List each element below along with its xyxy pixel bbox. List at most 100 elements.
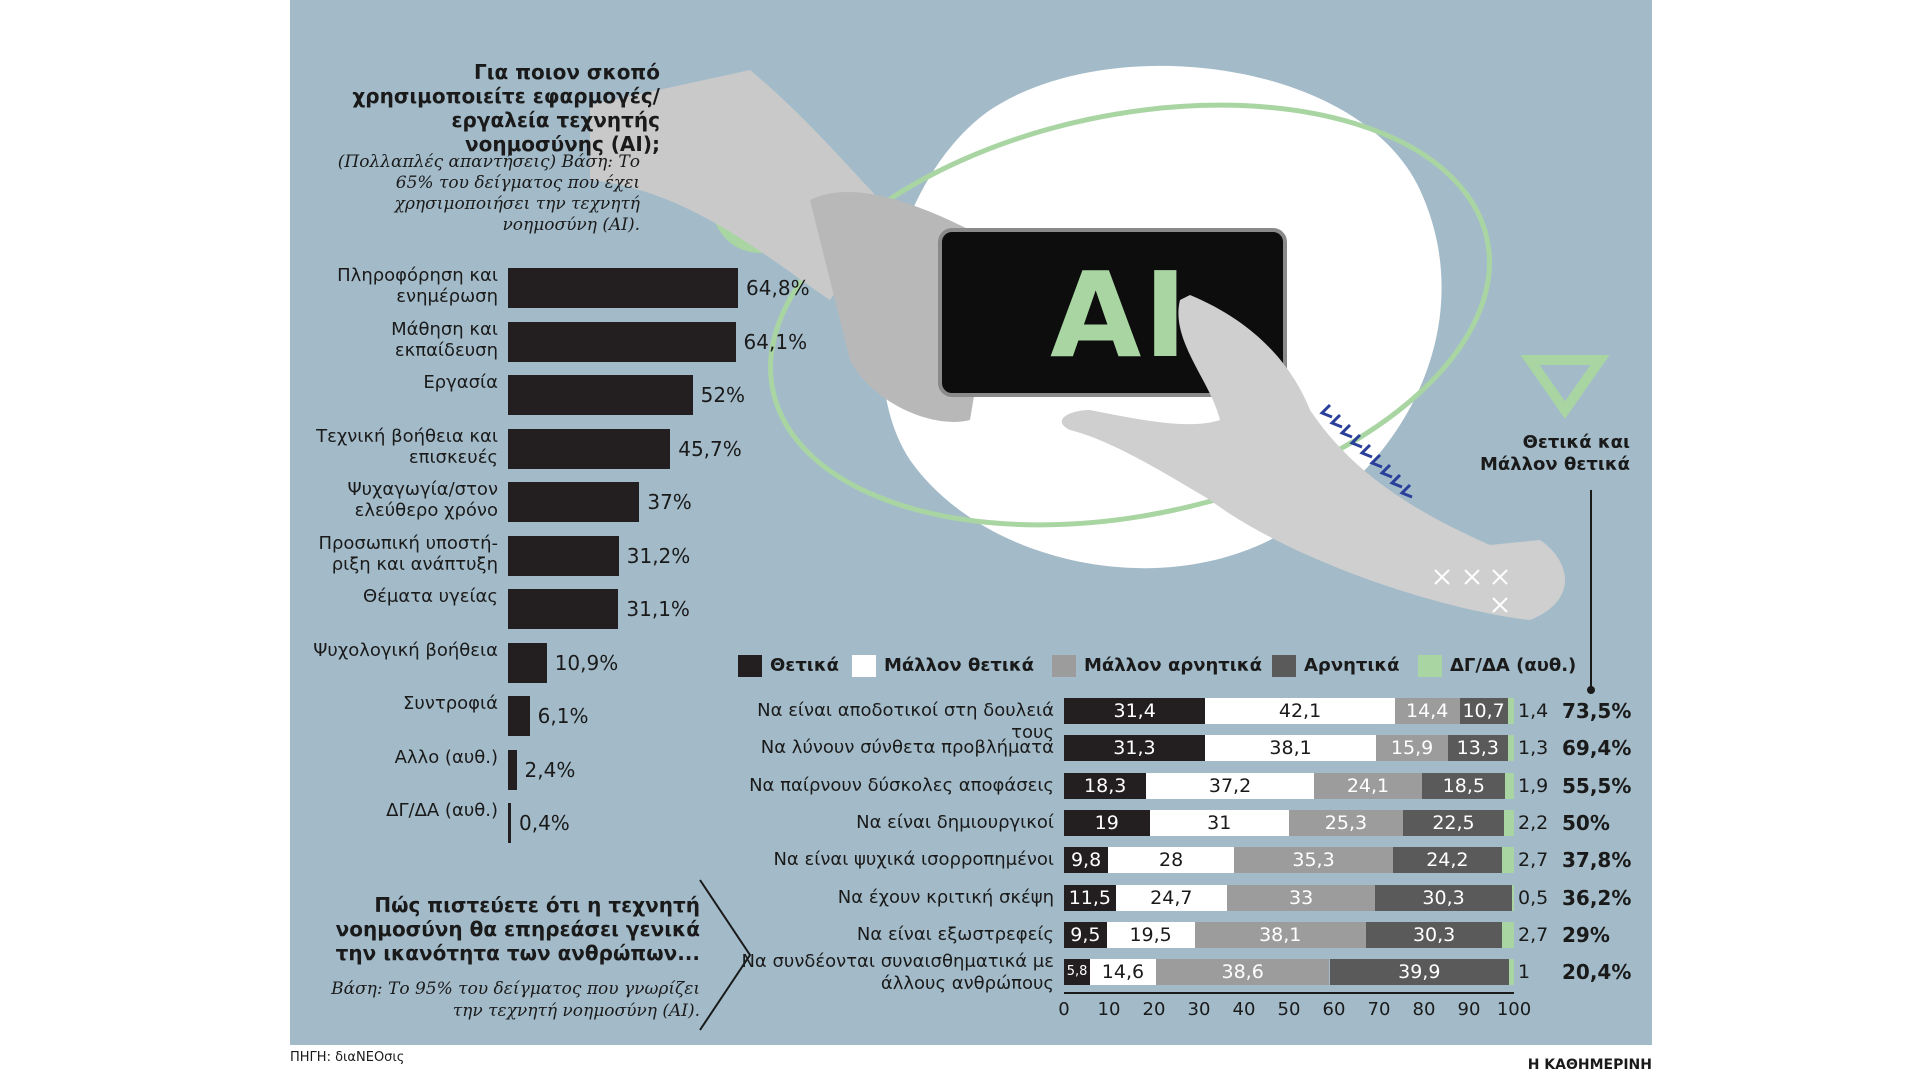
usage-bar-label: Μάθηση και εκπαίδευση xyxy=(391,318,498,361)
usage-bar xyxy=(508,696,530,736)
stacked-segment xyxy=(1459,698,1508,724)
stacked-segment xyxy=(1313,772,1423,799)
segment-value-label: 19 xyxy=(1094,811,1119,834)
impact-chart-note: Βάση: Το 95% του δείγματος που γνωρίζει … xyxy=(331,979,700,1021)
legend-swatch xyxy=(1272,655,1296,677)
legend-label: Μάλλον αρνητικά xyxy=(1084,655,1262,676)
legend-item: Αρνητικά xyxy=(1272,655,1400,677)
usage-chart-title: Για ποιον σκοπό χρησιμοποιείτε εφαρμογές… xyxy=(352,60,660,156)
legend-label: Αρνητικά xyxy=(1304,655,1400,676)
segment-value-label: 22,5 xyxy=(1432,811,1475,834)
usage-bar xyxy=(508,375,693,415)
legend-swatch xyxy=(1052,655,1076,677)
statement-label: Να είναι εξωστρεφείς xyxy=(856,923,1054,945)
statement-label: Να είναι δημιουργικοί xyxy=(856,811,1054,833)
usage-bar-label: Προσωπική υποστή- ριξη και ανάπτυξη xyxy=(318,532,498,575)
segment-value-label: 31 xyxy=(1207,811,1232,834)
usage-bar xyxy=(508,589,619,629)
usage-bar-value: 6,1% xyxy=(537,704,589,728)
stacked-segment xyxy=(1376,735,1448,762)
stacked-segment xyxy=(1329,959,1510,986)
segment-value-label: 18,5 xyxy=(1442,774,1485,797)
segment-value-label: 42,1 xyxy=(1278,700,1322,722)
usage-bar-value: 64,8% xyxy=(746,276,810,300)
usage-bar-value: 31,1% xyxy=(626,597,690,621)
stacked-segment xyxy=(1108,847,1235,874)
stacked-segment xyxy=(1064,809,1150,836)
green-triangle-icon xyxy=(1520,355,1610,419)
statement-label: Να έχουν κριτική σκέψη xyxy=(837,886,1054,908)
usage-bar xyxy=(508,749,517,790)
legend-item: Θετικά xyxy=(738,655,839,677)
green-ring xyxy=(768,102,1492,528)
statement-label: Να λύνουν σύνθετα προβλήματα xyxy=(760,737,1054,759)
stacked-segment xyxy=(1365,921,1503,948)
x-axis-tick-label: 30 xyxy=(1187,999,1211,1021)
chevron-marks xyxy=(1319,403,1413,499)
source-note: ΠΗΓΗ: διαΝΕΟσις xyxy=(290,1050,405,1065)
segment-value-label: 35,3 xyxy=(1292,849,1335,872)
usage-bar-label: Ψυχολογική βοήθεια xyxy=(313,639,498,661)
segment-value-label: 30,3 xyxy=(1422,886,1465,909)
legend-label: Θετικά xyxy=(770,655,839,676)
segment-value-label: 31,4 xyxy=(1113,700,1156,722)
usage-bar-label: Συντροφιά xyxy=(403,693,498,714)
segment-value-label: 24,2 xyxy=(1426,849,1469,872)
infographic-panel: AI Για ποιον σκοπό χρησιμοποιείτε εφαρμο… xyxy=(290,0,1652,1045)
segment-value-label: 38,6 xyxy=(1221,961,1264,984)
dk-na-value-label: 1 xyxy=(1518,961,1531,984)
statement-label: Να παίρνουν δύσκολες αποφάσεις xyxy=(749,774,1054,796)
positive-total-value: 55,5% xyxy=(1562,773,1632,798)
x-axis-tick-label: 20 xyxy=(1142,999,1166,1021)
usage-bar-label: Αλλο (αυθ.) xyxy=(394,746,498,768)
stacked-segment xyxy=(1501,847,1514,874)
positive-total-value: 29% xyxy=(1562,922,1610,947)
segment-value-label: 25,3 xyxy=(1324,811,1368,834)
segment-value-label: 37,2 xyxy=(1208,774,1252,797)
legend-item: Μάλλον θετικά xyxy=(852,655,1034,677)
stacked-segment xyxy=(1234,847,1393,874)
usage-bar-label: Εργασία xyxy=(423,372,498,393)
stacked-segment xyxy=(1064,735,1205,762)
usage-chart-note: (Πολλαπλές απαντήσεις) Βάση: Το 65% του … xyxy=(337,152,640,235)
stacked-segment xyxy=(1106,921,1195,948)
stacked-segment xyxy=(1146,772,1314,799)
positive-total-value: 37,8% xyxy=(1562,848,1632,873)
stacked-segment xyxy=(1509,959,1514,986)
usage-bar-label: Θέματα υγείας xyxy=(363,586,498,607)
segment-value-label: 31,3 xyxy=(1113,737,1156,760)
stacked-segment xyxy=(1402,809,1505,836)
usage-bar-value: 31,2% xyxy=(626,543,691,568)
x-axis-tick-label: 70 xyxy=(1367,999,1391,1021)
dk-na-value-label: 2,7 xyxy=(1518,923,1549,946)
positive-total-value: 36,2% xyxy=(1562,885,1632,910)
usage-bar-value: 0,4% xyxy=(519,811,570,835)
positive-total-value: 69,4% xyxy=(1562,736,1632,761)
positive-total-value: 20,4% xyxy=(1562,960,1632,985)
x-axis-tick-label: 40 xyxy=(1232,999,1256,1021)
segment-value-label: 18,3 xyxy=(1084,774,1127,797)
segment-value-label: 14,6 xyxy=(1101,961,1145,984)
usage-bar-value: 10,9% xyxy=(554,650,619,675)
segment-value-label: 28 xyxy=(1159,849,1184,872)
positive-total-value: 73,5% xyxy=(1562,699,1632,723)
stacked-segment xyxy=(1226,884,1376,911)
stacked-segment xyxy=(1511,884,1514,911)
segment-value-label: 14,4 xyxy=(1405,700,1449,722)
dk-na-value-label: 0,5 xyxy=(1518,886,1549,909)
stacked-segment xyxy=(1507,698,1514,724)
stacked-segment xyxy=(1502,921,1515,948)
x-axis-tick-label: 60 xyxy=(1322,999,1346,1021)
legend-label: Μάλλον θετικά xyxy=(884,655,1034,676)
x-marks xyxy=(1434,569,1508,613)
publisher-brand: Η ΚΑΘΗΜΕΡΙΝΗ xyxy=(1527,1057,1652,1073)
segment-value-label: 24,7 xyxy=(1150,886,1193,909)
usage-bar-value: 2,4% xyxy=(524,757,576,782)
stacked-segment xyxy=(1064,959,1091,986)
stacked-segment xyxy=(1392,847,1502,874)
segment-value-label: 30,3 xyxy=(1412,923,1456,946)
dk-na-value-label: 2,2 xyxy=(1518,811,1549,834)
x-axis-tick-label: 100 xyxy=(1496,999,1532,1021)
positive-total-title: Θετικά και Μάλλον θετικά xyxy=(1480,432,1630,475)
legend-label: ΔΓ/ΔΑ (αυθ.) xyxy=(1450,655,1577,676)
